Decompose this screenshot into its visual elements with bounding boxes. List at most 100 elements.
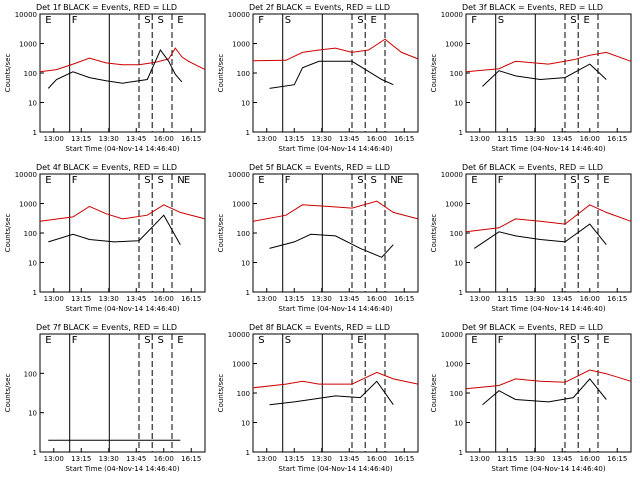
x-tick-label: 16:00 [367,455,387,463]
data-series-line [252,371,419,389]
time-marker-label: F [498,175,504,186]
plot-frame [252,13,419,133]
time-marker-label: S [357,15,363,26]
x-tick-label: 13:30 [525,455,545,463]
y-tick-label: 100 [237,230,250,238]
x-axis-label: Start Time (04-Nov-14 14:46:40) [278,305,392,313]
x-tick-label: 13:00 [470,295,490,303]
y-axis-label: Counts/sec [4,214,12,253]
x-tick-label: 16:15 [181,295,201,303]
x-axis-label: Start Time (04-Nov-14 14:46:40) [65,465,179,473]
data-series-line [465,204,632,233]
y-tick-label: 1 [459,129,463,137]
y-tick-label: 100 [24,70,37,78]
y-axis-label: Counts/sec [430,54,438,93]
y-tick-label: 100 [24,230,37,238]
x-tick-label: 16:15 [181,455,201,463]
x-tick-label: 13:45 [339,295,359,303]
x-tick-label: 13:15 [71,135,91,143]
y-tick-label: 1 [459,289,463,297]
y-tick-label: 10000 [228,171,250,179]
x-tick-label: 13:30 [99,455,119,463]
y-tick-label: 1000 [445,361,463,369]
time-marker-label: S [357,175,363,186]
time-marker-label: E [471,175,477,186]
detector-panel-6: Det 6f BLACK = Events, RED = LLD 1 10 100 10… [430,163,632,313]
time-marker-label: F [285,175,291,186]
time-marker-label: S [285,335,291,346]
x-axis-label: Start Time (04-Nov-14 14:46:40) [491,465,605,473]
x-tick-label: 13:45 [126,135,146,143]
y-tick-label: 10000 [441,331,463,339]
x-tick-label: 16:15 [607,135,627,143]
time-marker-label: N [177,175,184,186]
data-series-line [465,369,632,390]
y-tick-label: 10 [454,100,463,108]
x-tick-label: 13:15 [71,455,91,463]
x-tick-label: 13:15 [497,295,517,303]
y-tick-label: 1 [33,449,37,457]
x-tick-label: 13:00 [257,135,277,143]
time-marker-label: E [371,15,377,26]
detector-panel-8: Det 8f BLACK = Events, RED = LLD 1 10 100 10… [217,323,419,473]
time-marker-label: S [570,15,576,26]
x-tick-label: 13:30 [525,135,545,143]
x-tick-label: 16:00 [367,135,387,143]
y-tick-label: 1000 [19,41,37,49]
x-axis-label: Start Time (04-Nov-14 14:46:40) [278,465,392,473]
y-tick-label: 10 [28,260,37,268]
time-marker-label: E [603,335,609,346]
plot-frame [39,333,206,453]
time-marker-label: S [570,335,576,346]
detector-panel-5: Det 5f BLACK = Events, RED = LLD 1 10 100 10… [217,163,419,313]
y-axis-label: Counts/sec [4,54,12,93]
time-marker-label: F [471,15,477,26]
x-tick-label: 16:15 [394,135,414,143]
x-tick-label: 13:45 [126,455,146,463]
time-marker-label: S [498,15,504,26]
panel-title: Det 8f BLACK = Events, RED = LLD [249,323,390,332]
time-marker-label: F [498,335,504,346]
y-tick-label: 1 [246,289,250,297]
time-marker-label: S [584,175,590,186]
x-tick-label: 13:45 [339,135,359,143]
data-series-line [269,233,394,258]
time-marker-label: S [158,175,164,186]
x-tick-label: 13:00 [257,295,277,303]
x-tick-label: 13:15 [497,455,517,463]
y-tick-label: 10000 [15,171,37,179]
x-tick-label: 16:00 [367,295,387,303]
detector-panel-2: Det 2f BLACK = Events, RED = LLD 1 10 100 10… [217,3,419,153]
x-tick-label: 13:30 [99,295,119,303]
time-marker-label: N [390,175,397,186]
time-marker-label: E [584,15,590,26]
y-tick-label: 1 [33,289,37,297]
panel-title: Det 1f BLACK = Events, RED = LLD [36,3,177,12]
y-axis-label: Counts/sec [4,374,12,413]
panel-title: Det 7f BLACK = Events, RED = LLD [36,323,177,332]
time-marker-label: S [570,175,576,186]
y-tick-label: 100 [450,390,463,398]
time-marker-label: S [258,335,264,346]
y-tick-label: 100 [450,230,463,238]
time-marker-label: E [45,15,51,26]
panel-title: Det 3f BLACK = Events, RED = LLD [462,3,603,12]
y-tick-label: 10000 [228,11,250,19]
time-marker-label: F [72,335,78,346]
x-tick-label: 13:15 [284,135,304,143]
x-tick-label: 16:15 [394,295,414,303]
x-tick-label: 16:15 [394,455,414,463]
time-marker-label: E [184,175,190,186]
x-tick-label: 13:15 [284,455,304,463]
y-tick-label: 1000 [19,201,37,209]
y-tick-label: 1000 [232,201,250,209]
panel-title: Det 9f BLACK = Events, RED = LLD [462,323,603,332]
data-series-line [39,47,206,73]
data-series-line [482,378,607,406]
x-tick-label: 13:15 [497,135,517,143]
time-marker-label: S [158,15,164,26]
time-marker-label: S [285,15,291,26]
time-marker-label: E [471,335,477,346]
time-marker-label: E [397,175,403,186]
